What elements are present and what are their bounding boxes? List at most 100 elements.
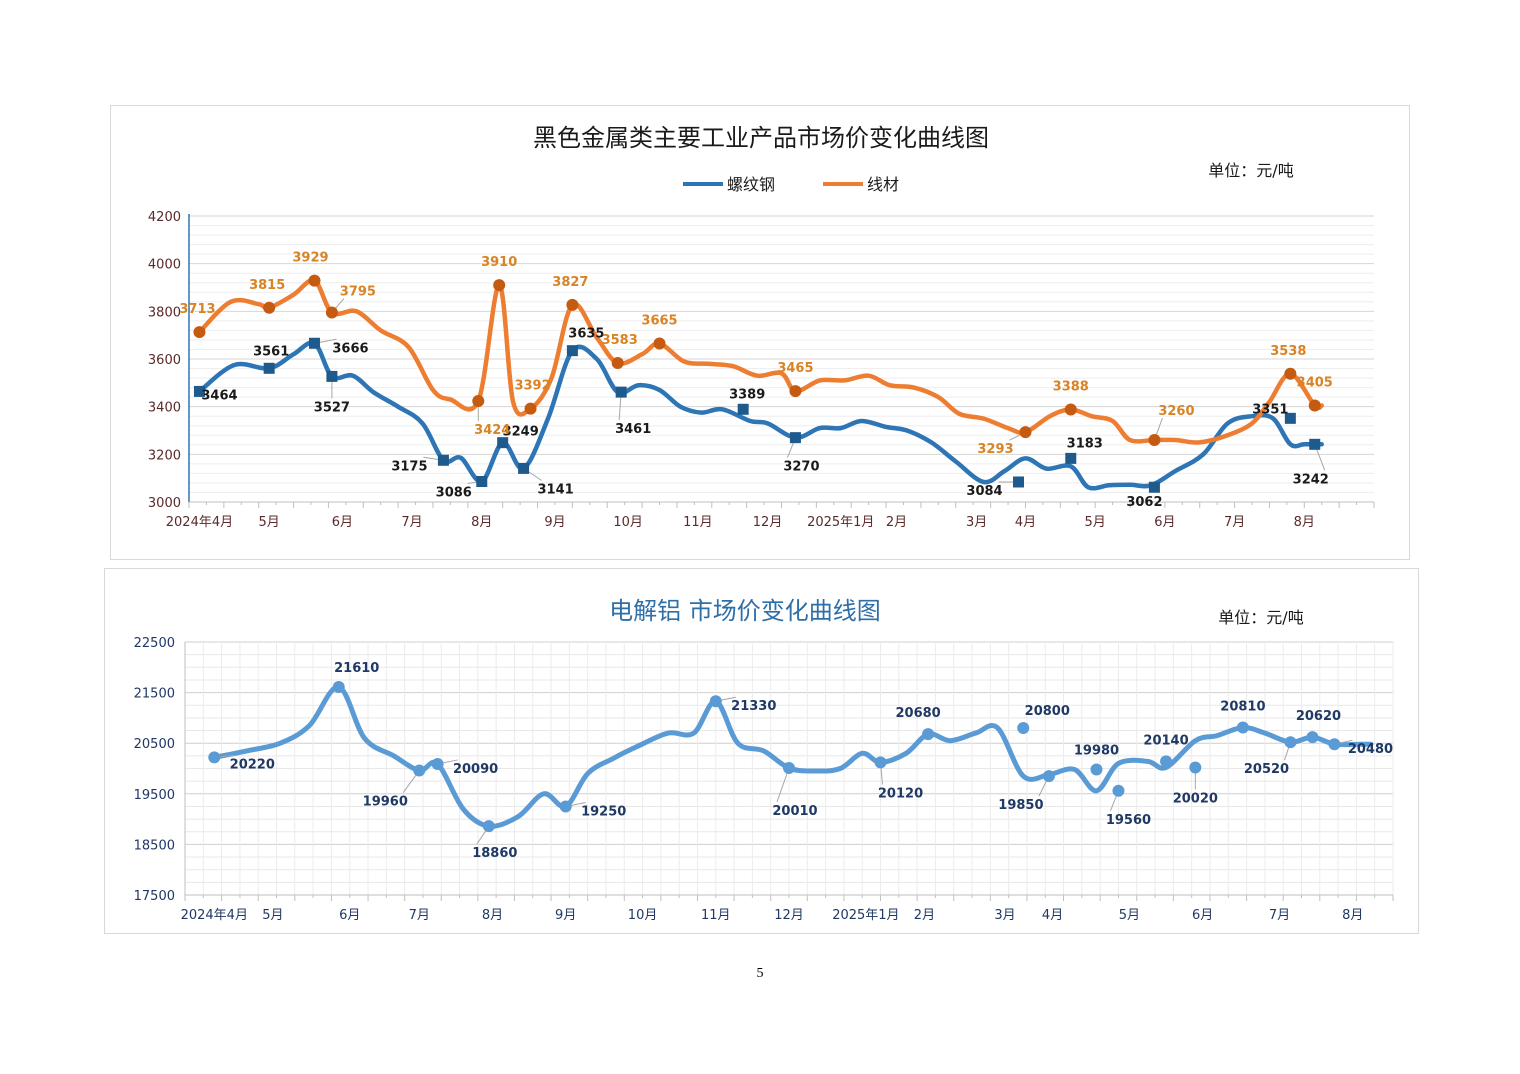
y-tick-label: 3200 [148,448,181,463]
x-tick-label: 7月 [1269,908,1290,923]
wire-data-label: 3465 [777,361,813,376]
wire-point [493,279,506,292]
aluminum-price-chart-panel: 电解铝 市场价变化曲线图 单位：元/吨 17500 18500 19500 20500 21… [104,568,1419,934]
x-tick-label: 8月 [1342,908,1363,923]
y-tick-label: 20500 [134,737,175,752]
y-tick-label: 4000 [148,258,181,273]
chart-title: 黑色金属类主要工业产品市场价变化曲线图 [533,124,989,152]
aluminum-point [1090,763,1103,776]
legend-wire-label: 线材 [867,175,899,194]
aluminum-data-label: 19960 [363,795,408,810]
rebar-data-label: 3561 [253,344,289,359]
aluminum-price-chart: 电解铝 市场价变化曲线图 单位：元/吨 17500 18500 19500 20500 21… [134,597,1394,923]
aluminum-point [1236,721,1249,734]
wire-point [524,402,537,415]
rebar-point [789,432,801,444]
x-tick-label: 5月 [1119,908,1140,923]
rebar-point [1065,452,1077,464]
wire-point [789,385,802,398]
aluminum-data-label: 20140 [1143,733,1188,748]
aluminum-point [413,764,426,777]
aluminum-point [431,757,444,770]
aluminum-data-label: 18860 [472,846,517,861]
rebar-data-label: 3086 [436,486,472,501]
wire-series-line [197,277,1324,445]
wire-data-label: 3929 [292,251,328,266]
x-tick-label: 4月 [1015,515,1036,530]
wire-point [611,357,624,370]
wire-point [1064,403,1077,416]
steel-price-chart-panel: 黑色金属类主要工业产品市场价变化曲线图 单位：元/吨 螺纹钢 线材 3000 3200 34… [110,105,1410,560]
rebar-point [1148,481,1160,493]
aluminum-point [1306,731,1319,744]
x-tick-label: 8月 [471,515,492,530]
x-tick-label: 11月 [701,908,731,923]
rebar-data-label: 3527 [314,400,350,415]
aluminum-point [1328,738,1341,751]
wire-data-label: 3260 [1158,404,1194,419]
x-tick-label: 9月 [555,908,576,923]
aluminum-data-label: 20620 [1296,709,1341,724]
x-tick-label: 5月 [1085,515,1106,530]
wire-data-label: 3665 [641,314,677,329]
rebar-data-label: 3242 [1293,472,1329,487]
aluminum-data-label: 20090 [453,762,498,777]
y-tick-label: 17500 [134,889,175,904]
aluminum-point [783,761,795,774]
rebar-point [1309,438,1321,450]
x-tick-label: 11月 [683,515,713,530]
wire-data-label: 3583 [602,333,638,348]
x-tick-label: 2024年4月 [181,908,248,923]
x-tick-label: 2月 [914,908,935,923]
wire-data-label: 3293 [977,442,1013,457]
rebar-point [326,370,338,382]
aluminum-point [709,695,722,708]
x-tick-label: 2024年4月 [166,515,233,530]
x-tick-label: 2025年1月 [832,908,899,923]
aluminum-point [332,681,345,694]
y-tick-label: 4200 [148,210,181,225]
aluminum-data-label: 20520 [1244,762,1289,777]
unit-label: 单位：元/吨 [1218,608,1303,627]
aluminum-data-label: 20220 [230,757,275,772]
wire-point [472,394,485,407]
aluminum-point [874,756,887,769]
aluminum-point [208,751,221,764]
aluminum-data-label: 21330 [731,699,776,714]
rebar-point [308,337,320,349]
rebar-data-label: 3635 [568,327,604,342]
rebar-data-label: 3389 [729,387,765,402]
aluminum-data-label: 21610 [334,661,379,676]
x-tick-label: 3月 [966,515,987,530]
rebar-data-label: 3183 [1067,436,1103,451]
rebar-point [566,345,578,357]
aluminum-data-label: 20020 [1173,791,1218,806]
aluminum-data-label: 19250 [581,804,626,819]
x-tick-label: 12月 [753,515,783,530]
x-tick-label: 4月 [1042,908,1063,923]
wire-data-label: 3795 [340,285,376,300]
wire-data-label: 3405 [1297,375,1333,390]
x-tick-label: 8月 [482,908,503,923]
aluminum-data-label: 20480 [1348,742,1393,757]
rebar-point [263,362,275,374]
y-tick-label: 21500 [134,687,175,702]
x-tick-label: 5月 [262,908,283,923]
aluminum-point [559,800,572,813]
wire-point [653,337,666,350]
x-tick-label: 6月 [1192,908,1213,923]
rebar-data-label: 3461 [615,422,651,437]
wire-point [263,301,276,314]
aluminum-data-label: 20680 [895,706,940,721]
y-tick-label: 3800 [148,305,181,320]
aluminum-point [1042,770,1055,783]
wire-point [1284,367,1297,380]
aluminum-point [1189,761,1202,774]
x-tick-label: 9月 [544,515,565,530]
wire-data-label: 3827 [552,275,588,290]
rebar-data-label: 3249 [503,425,539,440]
rebar-point [518,462,530,474]
wire-point [193,326,206,339]
rebar-data-label: 3270 [783,460,819,475]
wire-data-label: 3815 [249,278,285,293]
